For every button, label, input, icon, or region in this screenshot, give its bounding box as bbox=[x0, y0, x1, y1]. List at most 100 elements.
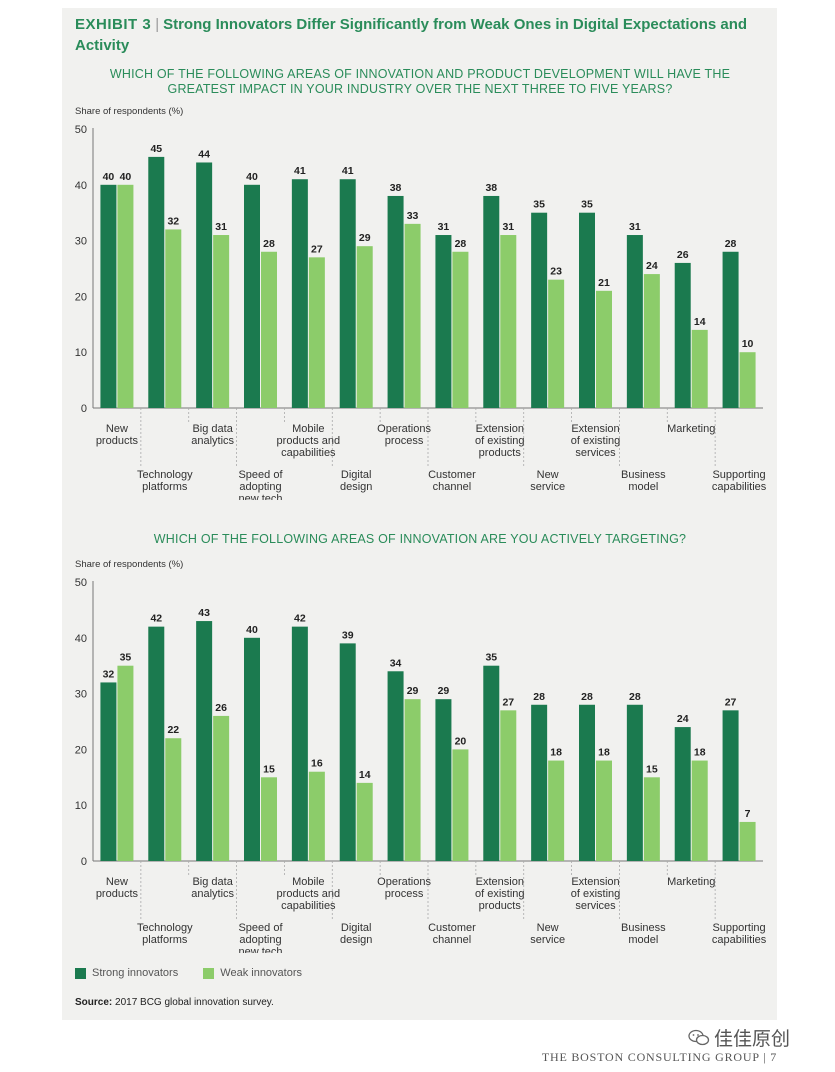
watermark: 佳佳原创 bbox=[688, 1024, 790, 1051]
chart1-data-label-strong: 26 bbox=[677, 249, 689, 261]
chart2-category-label: Digital design bbox=[340, 922, 372, 946]
exhibit-heading: Strong Innovators Differ Significantly f… bbox=[75, 16, 748, 54]
chart2-bar-weak bbox=[117, 665, 134, 861]
chart1-data-label-weak: 14 bbox=[694, 316, 706, 328]
chart1-category-label-line: of existing bbox=[475, 435, 525, 447]
chart2-category-label: Speed of adopting new tech bbox=[238, 922, 283, 953]
chart2-bar-strong bbox=[626, 704, 643, 861]
chart1-bar-strong bbox=[722, 251, 739, 408]
chart2-category-label-line: Digital bbox=[341, 922, 372, 934]
chart1-category-label: Digital design bbox=[340, 469, 372, 493]
chart2-category-label-line: Technology bbox=[137, 922, 193, 934]
chart1-bar-strong bbox=[531, 212, 548, 408]
chart1-data-label-strong: 31 bbox=[629, 221, 641, 233]
chart1-bar-weak bbox=[739, 352, 756, 408]
chart1-question: WHICH OF THE FOLLOWING AREAS OF INNOVATI… bbox=[109, 67, 731, 96]
chart2-bar-strong bbox=[100, 682, 117, 861]
chart1-category-label: Operations process bbox=[377, 423, 431, 447]
chart2-category-label-line: products bbox=[96, 888, 139, 900]
chart2-data-label-weak: 18 bbox=[598, 747, 610, 759]
watermark-text: 佳佳原创 bbox=[714, 1028, 791, 1050]
chart2-category-label-line: services bbox=[575, 900, 616, 912]
chart1-y-tick-label: 0 bbox=[81, 403, 87, 415]
chart1-bar-weak bbox=[117, 184, 134, 408]
chart2-category-label-line: products bbox=[479, 900, 522, 912]
chart2-category-label: Customer channel bbox=[428, 922, 476, 946]
chart1-category-label: Speed of adopting new tech bbox=[238, 469, 283, 500]
chart2-category-label-line: Supporting bbox=[712, 922, 765, 934]
chart2-category-label-line: adopting bbox=[239, 934, 281, 946]
chart1-category-label: Supporting capabilities bbox=[712, 469, 767, 493]
chart1-bar-strong bbox=[387, 195, 404, 408]
chart2-category-label: Extension of existing products bbox=[475, 876, 525, 912]
chart2-category-label-line: Extension bbox=[476, 876, 524, 888]
chart2-category-label-line: New bbox=[106, 876, 128, 888]
chart1-category-label: Mobile products and capabilities bbox=[277, 423, 341, 459]
chart2-category-label: Mobile products and capabilities bbox=[277, 876, 341, 912]
chart1-category-label-line: model bbox=[628, 481, 658, 493]
chart1-bar-weak bbox=[596, 290, 612, 408]
chart1-bar-weak bbox=[356, 246, 373, 408]
chart2-category-label-line: Mobile bbox=[292, 876, 324, 888]
chart2-category-label: Extension of existing services bbox=[571, 876, 621, 912]
chart2-category-label-line: analytics bbox=[191, 888, 234, 900]
chart2-bar-strong bbox=[674, 727, 691, 861]
footer-company: THE BOSTON CONSULTING GROUP bbox=[541, 1050, 760, 1064]
chart1-y-tick-label: 20 bbox=[75, 291, 87, 303]
chart1-data-label-weak: 29 bbox=[359, 232, 371, 244]
chart1-data-label-strong: 41 bbox=[294, 165, 306, 177]
chart2-category-label-line: Speed of bbox=[238, 922, 283, 934]
chart2-data-label-weak: 16 bbox=[311, 758, 323, 770]
chart1-y-tick-label: 50 bbox=[75, 124, 87, 136]
chart1-data-label-weak: 40 bbox=[120, 171, 132, 183]
chart1-category-label-line: Technology bbox=[137, 469, 193, 481]
exhibit-title: EXHIBIT 3 | Strong Innovators Differ Signi… bbox=[75, 14, 765, 56]
chart2-bar-weak bbox=[643, 777, 660, 861]
chart2-data-label-weak: 15 bbox=[263, 763, 275, 775]
chart1-category-label-line: products bbox=[479, 447, 522, 459]
chart1-bar-strong bbox=[196, 162, 213, 408]
chart1-bar-weak bbox=[213, 235, 230, 408]
chart2-data-label-weak: 29 bbox=[407, 685, 419, 697]
chart1-data-label-weak: 21 bbox=[598, 277, 610, 289]
chart2-y-tick-label: 10 bbox=[75, 800, 87, 812]
chart2-category-label-line: of existing bbox=[571, 888, 621, 900]
chart1-bar-weak bbox=[691, 329, 708, 408]
chart2-data-label-weak: 26 bbox=[215, 702, 227, 714]
chart2-category-label-line: of existing bbox=[475, 888, 525, 900]
chart2-category-label-line: design bbox=[340, 934, 372, 946]
chart2-y-tick-label: 40 bbox=[75, 633, 87, 645]
chart2-category-label: New products bbox=[96, 876, 139, 900]
chart2-category-label: Business model bbox=[621, 922, 666, 946]
chart2-targeting: Share of respondents (%) 0 10 20 30 40 50 32 35 N… bbox=[75, 559, 767, 953]
chart1-data-label-strong: 41 bbox=[342, 165, 354, 177]
chart1-data-label-strong: 38 bbox=[390, 182, 402, 194]
chart2-bar-weak bbox=[739, 821, 756, 861]
chart2-category-label-line: Marketing bbox=[667, 876, 715, 888]
chart1-category-label-line: capabilities bbox=[712, 481, 767, 493]
chart1-category-label: Marketing bbox=[667, 423, 715, 435]
chart1-data-label-strong: 40 bbox=[246, 171, 258, 183]
chart2-data-label-strong: 35 bbox=[485, 652, 497, 664]
chart1-bar-weak bbox=[261, 251, 277, 408]
chart2-data-label-strong: 42 bbox=[294, 613, 306, 625]
chart2-data-label-strong: 28 bbox=[629, 691, 641, 703]
exhibit-label: EXHIBIT 3 bbox=[75, 16, 152, 33]
chart2-category-label: Marketing bbox=[667, 876, 715, 888]
source-note: Source: 2017 BCG global innovation surve… bbox=[75, 997, 274, 1008]
legend-item-strong: Strong innovators bbox=[75, 967, 178, 979]
chart2-bar-weak bbox=[261, 777, 277, 861]
chart1-category-label: Business model bbox=[621, 469, 666, 493]
chart1-bar-strong bbox=[626, 235, 643, 408]
chart2-bar-strong bbox=[435, 699, 452, 861]
chart1-bar-strong bbox=[339, 179, 356, 408]
chart1-category-label-line: platforms bbox=[142, 481, 188, 493]
chart1-data-label-weak: 28 bbox=[263, 238, 275, 250]
chart1-bar-strong bbox=[291, 179, 308, 408]
chart1-category-label-line: Big data bbox=[192, 423, 233, 435]
chart1-bar-strong bbox=[148, 156, 165, 408]
chart2-y-tick-label: 0 bbox=[81, 856, 87, 868]
chart1-category-label-line: Extension bbox=[476, 423, 524, 435]
chart1-data-label-weak: 32 bbox=[167, 215, 179, 227]
chart2-bar-weak bbox=[500, 710, 517, 861]
